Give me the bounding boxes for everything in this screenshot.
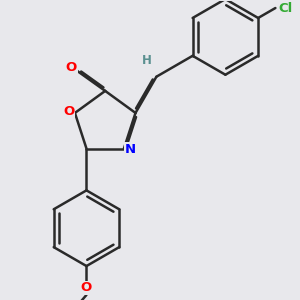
Text: O: O: [66, 61, 77, 74]
Text: O: O: [81, 281, 92, 294]
Text: Cl: Cl: [278, 2, 292, 14]
Text: N: N: [124, 143, 136, 156]
Text: O: O: [63, 105, 74, 119]
Text: H: H: [142, 54, 152, 67]
